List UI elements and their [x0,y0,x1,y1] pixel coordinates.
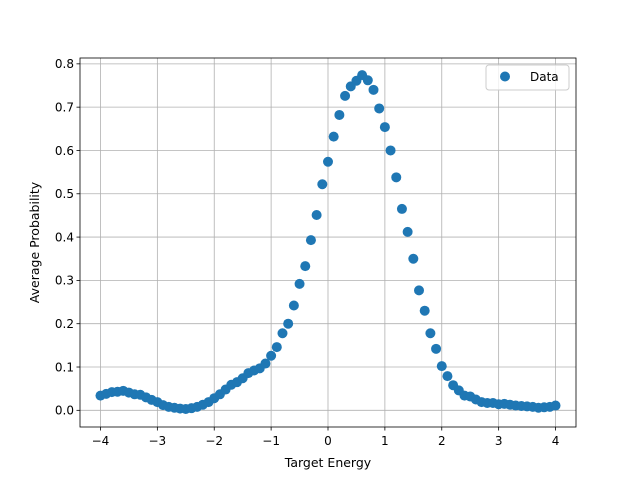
x-tick-label: 2 [438,434,446,448]
data-point [266,350,277,361]
x-tick-label: −1 [262,434,280,448]
legend-frame [485,64,570,91]
y-tick-label: 0.8 [55,57,74,71]
legend-marker [500,71,510,82]
y-axis-ticks: 0.0 0.1 0.2 0.3 0.4 0.5 0.6 0.7 0.8 [55,57,80,418]
data-point [379,122,390,133]
data-point [283,318,294,329]
x-tick-label: 1 [381,434,389,448]
data-point [374,103,385,114]
data-point [340,90,351,101]
data-point [368,84,379,95]
data-point [271,342,282,353]
data-point [323,156,333,167]
y-tick-label: 0.0 [55,404,74,418]
data-point [396,203,407,214]
y-tick-label: 0.2 [55,317,74,331]
y-axis-label: Average Probability [27,181,42,303]
x-tick-label: −4 [92,434,110,448]
data-points [95,70,561,415]
data-point [391,172,402,183]
data-point [419,305,430,316]
data-point [317,179,328,190]
data-point [311,209,322,220]
x-tick-label: 4 [552,434,560,448]
legend-label: Data [530,70,559,84]
data-point [328,131,339,142]
data-point [362,75,373,86]
data-point [385,145,396,156]
y-tick-label: 0.5 [55,187,74,201]
grid-lines [80,58,576,427]
y-tick-label: 0.1 [55,360,74,374]
x-tick-label: −3 [149,434,167,448]
data-point [414,285,425,296]
data-point [442,371,453,382]
y-tick-label: 0.7 [55,100,74,114]
data-point [305,235,316,246]
y-tick-label: 0.6 [55,144,74,158]
data-point [277,328,288,339]
data-point [436,361,447,372]
y-tick-label: 0.4 [55,230,74,244]
data-point [294,278,305,289]
data-point [288,300,299,311]
data-point [425,328,436,339]
data-point [260,358,271,369]
x-tick-label: −2 [205,434,223,448]
legend: Data [485,64,570,91]
data-point [334,109,345,120]
y-tick-label: 0.3 [55,274,74,288]
data-point [550,400,561,411]
x-tick-label: 0 [324,434,332,448]
data-point [402,226,413,237]
x-axis-label: Target Energy [284,455,372,470]
data-point [408,253,419,264]
x-tick-label: 3 [495,434,503,448]
x-axis-ticks: −4 −3 −2 −1 0 1 2 3 4 [92,427,560,448]
data-point [431,343,442,354]
data-point [300,261,311,272]
